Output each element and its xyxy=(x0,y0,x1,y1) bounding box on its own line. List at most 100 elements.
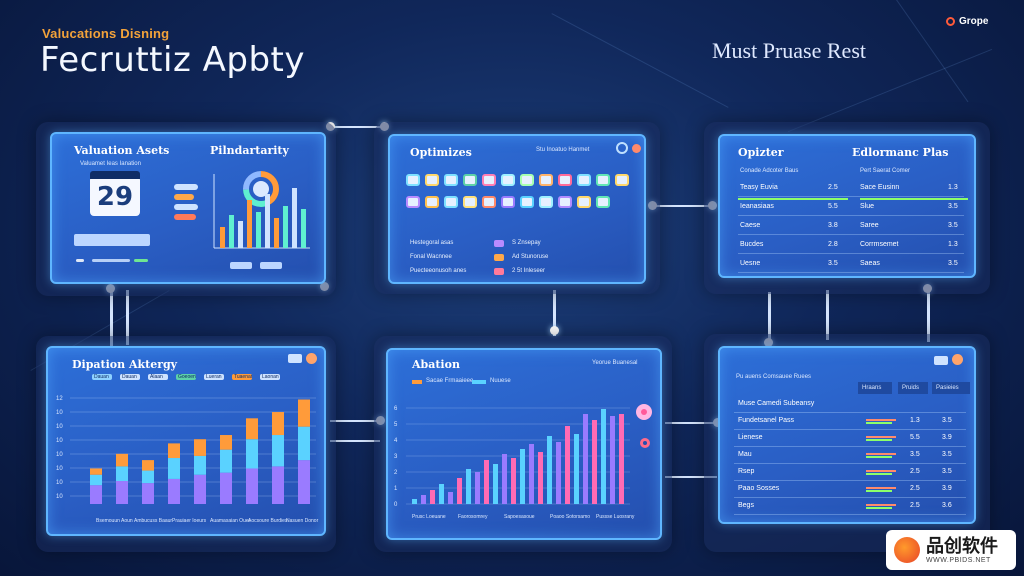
logo-text: Grope xyxy=(959,16,989,27)
calendar-day: 29 xyxy=(96,182,134,212)
legend-chip[interactable]: Goeoen xyxy=(176,374,196,380)
bar xyxy=(466,469,471,504)
row-divider xyxy=(738,272,964,273)
table-cell: 3.9 xyxy=(942,485,952,492)
row-bar xyxy=(866,422,892,424)
connector-node xyxy=(550,326,559,335)
x-tick-label: Prusc Loeuane xyxy=(412,514,446,520)
table-cell: Slue xyxy=(860,203,875,210)
table-panel[interactable]: Pu auens Comsauee Ruees Hraans Pruids Pa… xyxy=(718,346,976,524)
valuation-panel[interactable]: Valuation Asets Pilndartarity Valuamet I… xyxy=(50,132,326,284)
app-icon[interactable] xyxy=(577,196,591,208)
table-cell: 1.3 xyxy=(910,417,920,424)
connector xyxy=(768,292,771,342)
bar xyxy=(574,434,579,504)
settings-icon[interactable] xyxy=(288,354,302,363)
text-input[interactable] xyxy=(74,234,150,246)
app-icon[interactable] xyxy=(425,196,439,208)
legend-chip[interactable]: Lueran xyxy=(204,374,224,380)
panel-title: Abation xyxy=(412,358,460,371)
bar xyxy=(229,215,234,248)
y-tick-label: 10 xyxy=(56,410,63,416)
connector xyxy=(553,290,556,336)
stacked-bar-segment xyxy=(246,439,258,469)
app-icon[interactable] xyxy=(539,174,553,186)
app-icon[interactable] xyxy=(482,174,496,186)
legend-chip[interactable]: Dauan xyxy=(92,374,112,380)
status-pill xyxy=(174,184,198,190)
watermark-badge: 品创软件 WWW.PBIDS.NET xyxy=(886,530,1016,570)
app-icon[interactable] xyxy=(501,174,515,186)
flower-icon xyxy=(636,404,652,420)
status-pill xyxy=(174,204,198,210)
app-icon[interactable] xyxy=(463,196,477,208)
profile-icon[interactable] xyxy=(952,354,963,365)
legend-chip[interactable]: Tuaenan xyxy=(232,374,252,380)
column-header-cell[interactable]: Hraans xyxy=(858,382,892,394)
app-icon[interactable] xyxy=(615,174,629,186)
stacked-bar-segment xyxy=(90,474,102,486)
column-header-cell[interactable]: Pasieies xyxy=(932,382,970,394)
row-bar xyxy=(866,490,892,492)
footer-button[interactable] xyxy=(260,262,282,269)
app-icon[interactable] xyxy=(558,174,572,186)
row-divider xyxy=(738,253,964,254)
table-cell: Sace Eusinn xyxy=(860,184,900,191)
bar xyxy=(238,221,243,248)
app-icon[interactable] xyxy=(444,174,458,186)
app-icon[interactable] xyxy=(406,174,420,186)
table-cell: Bucdes xyxy=(740,241,764,248)
table-cell: Lienese xyxy=(738,434,763,441)
y-tick-label: 10 xyxy=(56,452,63,458)
bar xyxy=(511,458,516,504)
bar xyxy=(547,436,552,504)
app-icon[interactable] xyxy=(520,174,534,186)
table-cell: 3.6 xyxy=(942,502,952,509)
row-value: 2 5t Inleseer xyxy=(512,268,546,274)
panel-meta: Stu Inoatuo Hanmet xyxy=(536,147,590,153)
app-icon[interactable] xyxy=(482,196,496,208)
legend-chip[interactable]: Laonan xyxy=(260,374,280,380)
table-cell: 2.8 xyxy=(828,241,838,248)
app-icon[interactable] xyxy=(425,174,439,186)
x-tick-label: Faorosomrey xyxy=(458,514,488,520)
legend-chip[interactable]: Alaan xyxy=(148,374,168,380)
opizter-panel[interactable]: Opizter Edlormanc Plas Conade Adcoter Ba… xyxy=(718,134,976,278)
profile-icon[interactable] xyxy=(306,353,317,364)
column-header-cell[interactable]: Pruids xyxy=(898,382,928,394)
app-icon[interactable] xyxy=(501,196,515,208)
app-icon[interactable] xyxy=(444,196,458,208)
app-icon[interactable] xyxy=(596,196,610,208)
app-icon[interactable] xyxy=(406,196,420,208)
y-tick-label: 10 xyxy=(56,480,63,486)
x-tick-label: Auamasaian Ouer xyxy=(210,518,251,524)
dipation-panel[interactable]: Dipation Aktergy 12 10 10 10 10 10 10 10 Bsemouu… xyxy=(46,346,326,536)
y-tick-label: 10 xyxy=(56,438,63,444)
row-divider xyxy=(738,234,964,235)
stacked-bar-segment xyxy=(90,485,102,504)
table-cell: 3.5 xyxy=(942,468,952,475)
abation-panel[interactable]: Abation Yeorue Buanesal Sacae Frmaaieee … xyxy=(386,348,662,540)
app-icon[interactable] xyxy=(463,174,477,186)
bar xyxy=(619,414,624,504)
stacked-bar-segment xyxy=(298,426,310,461)
connector xyxy=(330,420,380,422)
bar xyxy=(556,442,561,504)
app-icon[interactable] xyxy=(520,196,534,208)
table-cell: 1.3 xyxy=(948,241,958,248)
search-icon[interactable] xyxy=(616,142,628,154)
app-icon[interactable] xyxy=(577,174,591,186)
status-pill xyxy=(174,194,194,200)
profile-icon[interactable] xyxy=(632,144,641,153)
settings-icon[interactable] xyxy=(934,356,948,365)
app-icon[interactable] xyxy=(558,196,572,208)
optimizes-panel[interactable]: Optimizes Stu Inoatuo Hanmet Hestegoral … xyxy=(388,134,646,284)
app-icon[interactable] xyxy=(539,196,553,208)
section-title: Must Pruase Rest xyxy=(712,38,866,63)
app-icon[interactable] xyxy=(596,174,610,186)
table-cell: Ieanasiaas xyxy=(740,203,774,210)
table-cell: Saeas xyxy=(860,260,880,267)
top-logo[interactable]: Grope xyxy=(946,16,988,27)
footer-button[interactable] xyxy=(230,262,252,269)
legend-chip[interactable]: Dauan xyxy=(120,374,140,380)
